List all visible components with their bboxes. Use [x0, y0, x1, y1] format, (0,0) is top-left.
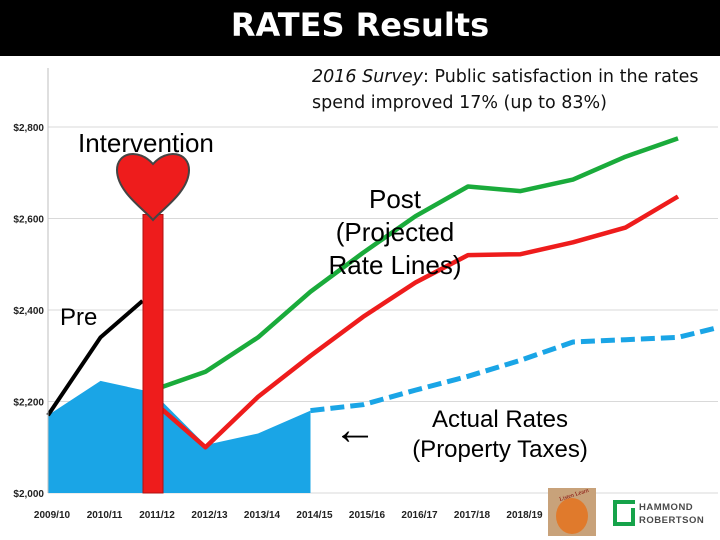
post-label-line2: (Projected: [335, 217, 455, 247]
x-tick-label: 2015/16: [349, 510, 386, 521]
projected-green-line: [152, 136, 679, 393]
intervention-bar: [142, 214, 164, 494]
post-label-line3: Rate Lines): [328, 250, 462, 280]
x-tick-label: 2011/12: [139, 510, 175, 521]
heart-icon: [115, 153, 191, 222]
series-lines: [46, 136, 716, 450]
intervention-layer: [115, 153, 191, 494]
x-tick-label: 2012/13: [191, 510, 228, 521]
x-tick-label: 2016/17: [401, 510, 438, 521]
brand-mark: [613, 500, 635, 526]
x-tick-label: 2009/10: [34, 510, 71, 521]
x-tick-label: 2017/18: [454, 510, 491, 521]
hammond-robertson-logo-icon: [613, 500, 635, 526]
x-tick-label: 2018/19: [506, 510, 543, 521]
brand-line2: ROBERTSON: [639, 515, 705, 526]
actual-rates-label: Actual Rates (Property Taxes): [380, 405, 620, 465]
y-tick-label: $2,000: [13, 489, 44, 500]
stamp-figure: [556, 498, 588, 534]
title-bar: [0, 0, 720, 56]
x-tick-label: 2014/15: [296, 510, 333, 521]
pre-line: [46, 299, 144, 417]
logo-layer: Listen Learn: [548, 488, 635, 536]
listen-learn-stamp-icon: Listen Learn: [548, 488, 596, 536]
pre-label: Pre: [60, 304, 98, 331]
brand-text: HAMMOND ROBERTSON: [639, 501, 704, 527]
x-tick-label: 2010/11: [87, 510, 123, 521]
actual-area-layer: [48, 380, 311, 493]
survey-note-text: : Public satisfaction in the rates spend…: [312, 67, 699, 113]
survey-note: 2016 Survey: Public satisfaction in the …: [312, 64, 712, 116]
left-arrow-icon: ←: [333, 405, 377, 454]
y-tick-label: $2,800: [13, 123, 44, 134]
page-title: RATES Results: [230, 6, 490, 44]
post-label-line1: Post: [368, 184, 422, 214]
y-tick-label: $2,400: [13, 306, 44, 317]
y-axis: $2,000 $2,200 $2,400 $2,600 $2,800: [13, 68, 49, 500]
survey-note-label: 2016 Survey: [312, 67, 423, 87]
actual-rates-line1: Actual Rates: [431, 406, 569, 433]
actual-rates-line2: (Property Taxes): [412, 436, 588, 463]
brand-line1: HAMMOND: [639, 502, 694, 513]
projected-red-line: [151, 194, 680, 450]
x-tick-label: 2013/14: [244, 510, 281, 521]
intervention-label: Intervention: [78, 128, 214, 158]
y-tick-label: $2,600: [13, 215, 44, 226]
actual-rates-area: [48, 380, 311, 493]
x-axis: 2009/10 2010/11 2011/12 2012/13 2013/14 2014/…: [34, 510, 543, 521]
y-tick-label: $2,200: [13, 398, 44, 409]
actual-rates-dashed-line: [310, 325, 716, 414]
post-label: Post (Projected Rate Lines): [300, 183, 490, 282]
